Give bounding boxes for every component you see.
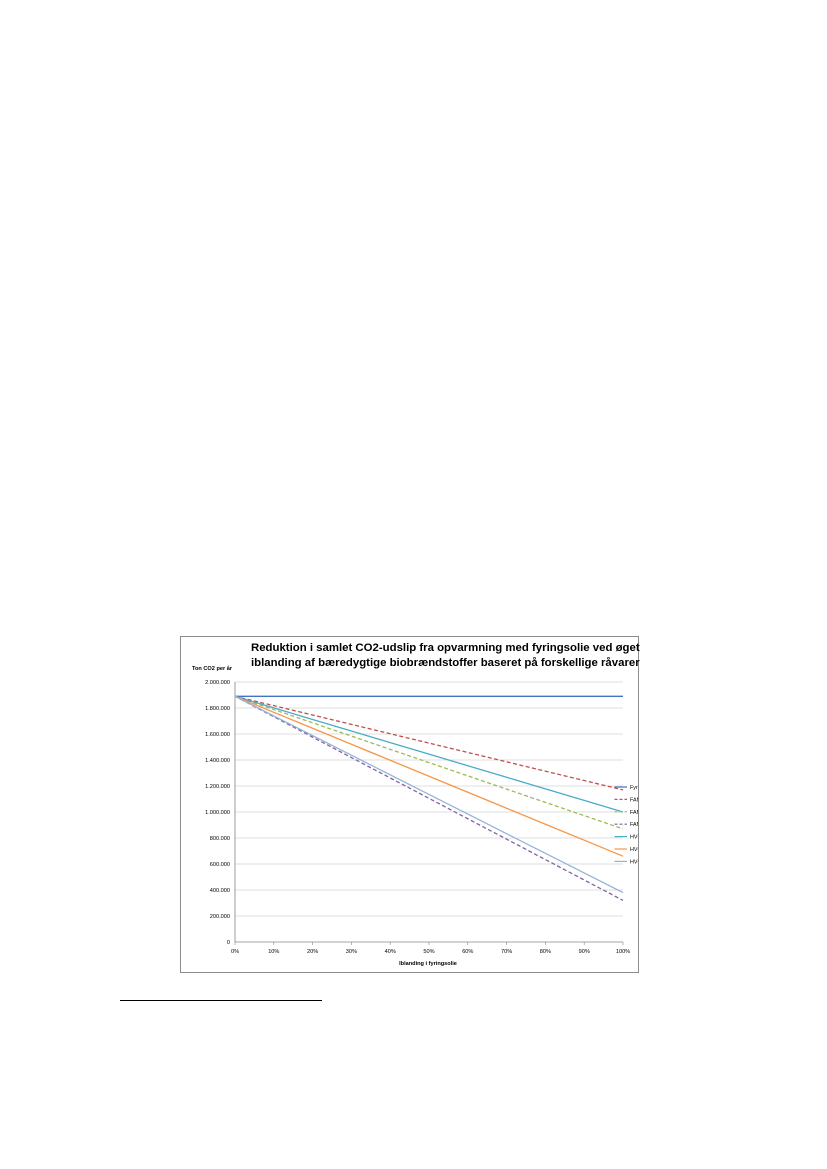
x-tick-label: 90% bbox=[579, 949, 590, 955]
x-tick-label: 80% bbox=[540, 949, 551, 955]
legend-label: FAME - Affald bbox=[630, 822, 638, 828]
series-line bbox=[234, 695, 624, 901]
chart-title: Reduktion i samlet CO2-udslip fra opvarm… bbox=[251, 641, 640, 670]
y-tick-label: 400.000 bbox=[210, 888, 230, 894]
y-axis-title: Ton CO2 per år bbox=[192, 665, 233, 672]
series-line bbox=[234, 695, 624, 791]
legend-label: FAME - Raps bbox=[630, 797, 638, 803]
x-tick-label: 100% bbox=[616, 949, 630, 955]
series-line bbox=[234, 695, 624, 894]
y-tick-label: 1.600.000 bbox=[205, 732, 230, 738]
line-chart: 0 200.000 400.000 600.000 800.000 1.000.000 1.… bbox=[192, 665, 638, 967]
footnote-separator bbox=[120, 1000, 322, 1001]
series-lines bbox=[234, 695, 624, 901]
y-tick-label: 800.000 bbox=[210, 836, 230, 842]
y-tick-label: 1.000.000 bbox=[205, 810, 230, 816]
legend-label: HVO - Palme bbox=[630, 847, 638, 853]
legend-label: FAME - Palme bbox=[630, 810, 638, 816]
axes: 0 200.000 400.000 600.000 800.000 1.000.000 1.… bbox=[205, 680, 630, 955]
legend: Fyringsolie FAME - Raps FAME - Palme FAME -… bbox=[614, 785, 638, 865]
x-tick-label: 50% bbox=[423, 949, 434, 955]
chart-title-line-2: iblanding af bæredygtige biobrændstoffer… bbox=[251, 656, 640, 669]
x-tick-label: 0% bbox=[231, 949, 239, 955]
legend-label: HVO - Affald bbox=[630, 859, 638, 865]
y-tick-label: 1.200.000 bbox=[205, 784, 230, 790]
series-line bbox=[234, 695, 624, 857]
x-tick-label: 20% bbox=[307, 949, 318, 955]
y-tick-label: 2.000.000 bbox=[205, 680, 230, 686]
x-tick-label: 30% bbox=[346, 949, 357, 955]
gridlines bbox=[235, 681, 623, 917]
legend-label: Fyringsolie bbox=[630, 785, 638, 791]
series-line bbox=[234, 695, 624, 813]
x-tick-label: 40% bbox=[385, 949, 396, 955]
legend-label: HVO - Raps bbox=[630, 835, 638, 841]
y-tick-label: 0 bbox=[227, 940, 230, 946]
y-tick-label: 1.400.000 bbox=[205, 758, 230, 764]
x-tick-label: 60% bbox=[462, 949, 473, 955]
y-tick-label: 600.000 bbox=[210, 862, 230, 868]
x-tick-label: 70% bbox=[501, 949, 512, 955]
chart-title-line-1: Reduktion i samlet CO2-udslip fra opvarm… bbox=[251, 642, 640, 654]
y-tick-label: 200.000 bbox=[210, 914, 230, 920]
x-tick-label: 10% bbox=[268, 949, 279, 955]
chart-frame: Reduktion i samlet CO2-udslip fra opvarm… bbox=[180, 636, 640, 973]
x-axis-title: Iblanding i fyringsolie bbox=[399, 961, 457, 967]
y-tick-label: 1.800.000 bbox=[205, 706, 230, 712]
series-line bbox=[234, 695, 624, 830]
